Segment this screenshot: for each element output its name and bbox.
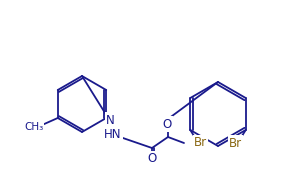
Text: HN: HN — [104, 129, 122, 142]
Text: O: O — [162, 117, 172, 131]
Text: O: O — [147, 152, 157, 165]
Text: CH₃: CH₃ — [24, 122, 43, 132]
Text: N: N — [106, 113, 115, 126]
Text: Br: Br — [194, 136, 207, 150]
Text: Br: Br — [229, 136, 242, 150]
